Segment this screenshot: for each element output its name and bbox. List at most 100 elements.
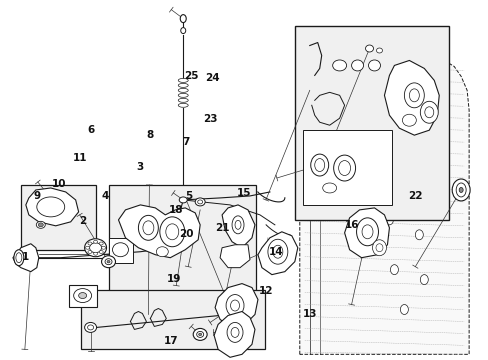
Ellipse shape [178, 103, 188, 107]
Ellipse shape [79, 293, 86, 298]
Text: 8: 8 [145, 130, 153, 140]
Ellipse shape [179, 197, 187, 203]
Ellipse shape [230, 300, 239, 311]
Ellipse shape [14, 250, 24, 266]
Ellipse shape [89, 243, 102, 253]
Text: 11: 11 [73, 153, 87, 163]
Text: 6: 6 [87, 125, 95, 135]
Text: 21: 21 [215, 224, 229, 233]
Ellipse shape [142, 221, 154, 235]
Text: 24: 24 [205, 73, 220, 83]
Ellipse shape [198, 333, 201, 336]
Text: 5: 5 [184, 191, 192, 201]
Ellipse shape [156, 247, 168, 257]
Ellipse shape [402, 114, 415, 126]
Ellipse shape [458, 188, 462, 193]
Bar [21, 185, 95, 250]
Bar [294, 26, 448, 220]
Polygon shape [215, 284, 258, 328]
Bar [108, 238, 133, 263]
Text: 14: 14 [268, 247, 283, 257]
Ellipse shape [385, 215, 393, 225]
Ellipse shape [272, 245, 282, 258]
Text: 20: 20 [179, 229, 193, 239]
Text: 7: 7 [182, 138, 189, 147]
Polygon shape [220, 245, 249, 268]
Text: 4: 4 [102, 191, 109, 201]
Ellipse shape [225, 294, 244, 316]
Polygon shape [13, 244, 39, 272]
Ellipse shape [165, 224, 179, 240]
Ellipse shape [193, 328, 207, 340]
Ellipse shape [230, 328, 239, 337]
Ellipse shape [351, 60, 363, 71]
Text: 25: 25 [183, 71, 198, 81]
Ellipse shape [36, 221, 45, 228]
Ellipse shape [356, 218, 378, 246]
Ellipse shape [322, 183, 336, 193]
Ellipse shape [332, 60, 346, 71]
Ellipse shape [93, 252, 98, 255]
Ellipse shape [400, 305, 407, 315]
Text: 12: 12 [259, 286, 273, 296]
Ellipse shape [178, 84, 188, 87]
Ellipse shape [178, 98, 188, 102]
Ellipse shape [178, 93, 188, 97]
Text: 19: 19 [166, 274, 181, 284]
Ellipse shape [376, 48, 382, 53]
Text: 16: 16 [344, 220, 358, 230]
Text: 15: 15 [237, 188, 251, 198]
Ellipse shape [38, 223, 43, 227]
Ellipse shape [333, 155, 355, 181]
Ellipse shape [196, 332, 203, 337]
Bar [108, 185, 255, 293]
Text: 23: 23 [203, 114, 217, 124]
Bar [302, 130, 392, 205]
Ellipse shape [365, 45, 373, 52]
Ellipse shape [88, 242, 92, 245]
Ellipse shape [84, 323, 96, 332]
Ellipse shape [102, 256, 115, 268]
Ellipse shape [88, 251, 92, 253]
Text: 13: 13 [303, 310, 317, 319]
Text: 22: 22 [407, 191, 421, 201]
Text: 9: 9 [34, 191, 41, 201]
Ellipse shape [314, 159, 324, 171]
Ellipse shape [178, 88, 188, 92]
Ellipse shape [232, 216, 244, 234]
Ellipse shape [99, 251, 103, 253]
Ellipse shape [180, 237, 186, 243]
Ellipse shape [84, 239, 106, 257]
Ellipse shape [234, 301, 245, 315]
Ellipse shape [181, 28, 185, 33]
Polygon shape [222, 205, 254, 248]
Ellipse shape [420, 275, 427, 285]
Polygon shape [214, 311, 254, 357]
Text: 1: 1 [21, 252, 29, 262]
Ellipse shape [195, 198, 205, 206]
Ellipse shape [178, 78, 188, 82]
Bar [175, 218, 195, 234]
Ellipse shape [138, 215, 158, 240]
Ellipse shape [37, 197, 64, 217]
Ellipse shape [112, 243, 128, 257]
Text: 3: 3 [136, 162, 143, 172]
Bar [68, 285, 96, 306]
Polygon shape [258, 232, 297, 275]
Polygon shape [118, 205, 200, 258]
Ellipse shape [455, 183, 465, 197]
Ellipse shape [451, 179, 469, 201]
Bar [81, 289, 264, 349]
Ellipse shape [424, 107, 433, 118]
Ellipse shape [87, 325, 93, 330]
Polygon shape [344, 208, 388, 258]
Ellipse shape [404, 83, 424, 108]
Ellipse shape [408, 89, 419, 102]
Text: 17: 17 [164, 336, 179, 346]
Text: 10: 10 [52, 179, 66, 189]
Ellipse shape [160, 217, 184, 247]
Ellipse shape [107, 260, 110, 263]
Ellipse shape [267, 239, 287, 264]
Ellipse shape [102, 246, 105, 249]
Ellipse shape [389, 265, 398, 275]
